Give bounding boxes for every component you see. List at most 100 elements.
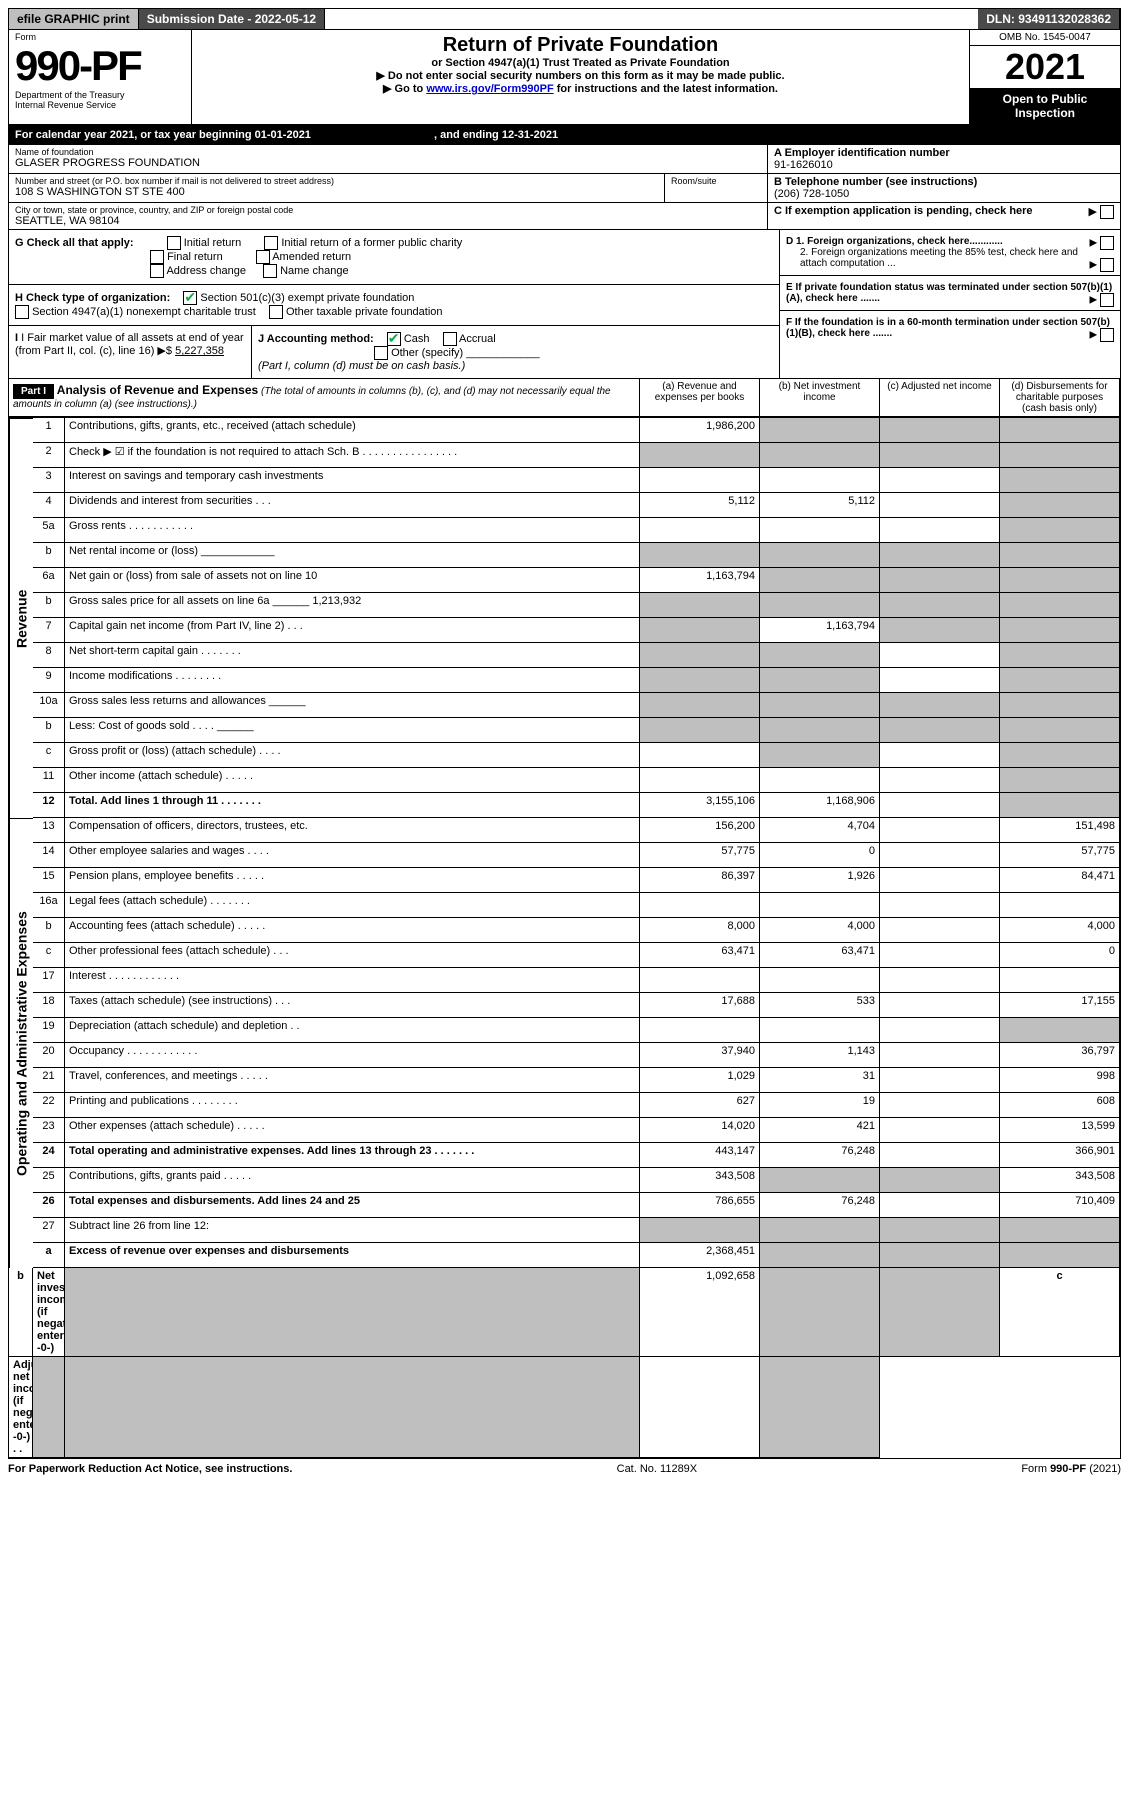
addr-val: 108 S WASHINGTON ST STE 400 — [15, 186, 658, 198]
c-arrowbox: ▶ — [1088, 205, 1114, 219]
check-cash[interactable] — [387, 332, 401, 346]
e-block: E If private foundation status was termi… — [780, 276, 1120, 311]
cell-a: 14,020 — [640, 1118, 760, 1143]
check-e[interactable] — [1100, 293, 1114, 307]
c-checkbox[interactable] — [1100, 205, 1114, 219]
cell-a — [640, 893, 760, 918]
cell-a: 2,368,451 — [640, 1243, 760, 1268]
cell-c — [880, 943, 1000, 968]
irs-link[interactable]: www.irs.gov/Form990PF — [426, 83, 553, 95]
check-4947[interactable] — [15, 305, 29, 319]
check-addr[interactable] — [150, 264, 164, 278]
line-num: b — [33, 543, 65, 568]
line-desc: Check ▶ ☑ if the foundation is not requi… — [65, 443, 640, 468]
cell-c — [880, 893, 1000, 918]
cell-d — [1000, 443, 1120, 468]
line-desc: Accounting fees (attach schedule) . . . … — [65, 918, 640, 943]
room-cell: Room/suite — [665, 174, 768, 202]
cell-a: 8,000 — [640, 918, 760, 943]
j-note: (Part I, column (d) must be on cash basi… — [258, 360, 465, 372]
cell-a — [640, 968, 760, 993]
check-initial-public[interactable] — [264, 236, 278, 250]
cell-a — [640, 468, 760, 493]
calendar-row: For calendar year 2021, or tax year begi… — [8, 125, 1121, 145]
check-amended[interactable] — [256, 250, 270, 264]
cell-b — [760, 1243, 880, 1268]
j2: Other (specify) — [391, 347, 463, 359]
check-d2[interactable] — [1100, 258, 1114, 272]
cell-b — [760, 743, 880, 768]
cell-d — [1000, 493, 1120, 518]
g3: Amended return — [272, 251, 351, 263]
line-num: 6a — [33, 568, 65, 593]
line-desc: Interest on savings and temporary cash i… — [65, 468, 640, 493]
col-b: (b) Net investment income — [760, 379, 880, 417]
note1: ▶ Do not enter social security numbers o… — [198, 69, 963, 82]
cell-c — [880, 1043, 1000, 1068]
footer-mid: Cat. No. 11289X — [617, 1463, 698, 1475]
cell-d — [1000, 468, 1120, 493]
header-row: Form 990-PF Department of the Treasury I… — [8, 30, 1121, 125]
cell-a — [640, 668, 760, 693]
cell-a — [640, 718, 760, 743]
e-text: E If private foundation status was termi… — [786, 282, 1112, 304]
cell-a: 1,163,794 — [640, 568, 760, 593]
line-desc: Adjusted net income (if negative, enter … — [9, 1357, 33, 1458]
name-cell: Name of foundation GLASER PROGRESS FOUND… — [9, 145, 768, 173]
check-d1[interactable] — [1100, 236, 1114, 250]
form-num-cell: Form 990-PF Department of the Treasury I… — [9, 30, 192, 124]
check-initial[interactable] — [167, 236, 181, 250]
col-d: (d) Disbursements for charitable purpose… — [1000, 379, 1120, 417]
line-desc: Compensation of officers, directors, tru… — [65, 818, 640, 843]
cell-b: 4,704 — [760, 818, 880, 843]
check-name[interactable] — [263, 264, 277, 278]
cell-c — [880, 718, 1000, 743]
part1-header: Part I Analysis of Revenue and Expenses … — [8, 379, 1121, 418]
cell-d — [1000, 793, 1120, 818]
cell-d — [760, 1357, 880, 1458]
cell-b — [760, 543, 880, 568]
line-desc: Total expenses and disbursements. Add li… — [65, 1193, 640, 1218]
cell-b: 19 — [760, 1093, 880, 1118]
line-desc: Other professional fees (attach schedule… — [65, 943, 640, 968]
cell-d — [1000, 543, 1120, 568]
cell-c — [880, 593, 1000, 618]
name-label: Name of foundation — [15, 147, 761, 157]
cell-b: 1,143 — [760, 1043, 880, 1068]
cell-c — [880, 543, 1000, 568]
check-final[interactable] — [150, 250, 164, 264]
efile-btn[interactable]: efile GRAPHIC print — [9, 9, 139, 29]
entity-row2: Number and street (or P.O. box number if… — [8, 174, 1121, 203]
check-f[interactable] — [1100, 328, 1114, 342]
line-desc: Interest . . . . . . . . . . . . — [65, 968, 640, 993]
i-block: I I Fair market value of all assets at e… — [9, 326, 252, 378]
ghijdef-row: G Check all that apply: Initial return I… — [8, 230, 1121, 379]
j0: Cash — [404, 333, 430, 345]
cell-a: 786,655 — [640, 1193, 760, 1218]
cell-d: 84,471 — [1000, 868, 1120, 893]
cell-a: 17,688 — [640, 993, 760, 1018]
submission-btn[interactable]: Submission Date - 2022-05-12 — [139, 9, 325, 29]
cell-b — [760, 693, 880, 718]
line-num: 24 — [33, 1143, 65, 1168]
dept: Department of the Treasury — [15, 90, 185, 100]
line-desc: Gross sales price for all assets on line… — [65, 593, 640, 618]
cell-d — [1000, 893, 1120, 918]
check-501c3[interactable] — [183, 291, 197, 305]
line-num: 22 — [33, 1093, 65, 1118]
open-inspection: Open to Public Inspection — [970, 88, 1120, 124]
line-desc: Other employee salaries and wages . . . … — [65, 843, 640, 868]
right-checks: D 1. Foreign organizations, check here..… — [780, 230, 1120, 378]
check-accrual[interactable] — [443, 332, 457, 346]
check-other-method[interactable] — [374, 346, 388, 360]
line-desc: Capital gain net income (from Part IV, l… — [65, 618, 640, 643]
j1: Accrual — [459, 333, 496, 345]
line-num: 9 — [33, 668, 65, 693]
form-label: Form — [15, 32, 185, 42]
cell-d — [1000, 668, 1120, 693]
cell-a — [640, 518, 760, 543]
cell-a — [33, 1357, 65, 1458]
h-block: H Check type of organization: Section 50… — [9, 285, 779, 326]
check-other-taxable[interactable] — [269, 305, 283, 319]
cell-c — [880, 818, 1000, 843]
